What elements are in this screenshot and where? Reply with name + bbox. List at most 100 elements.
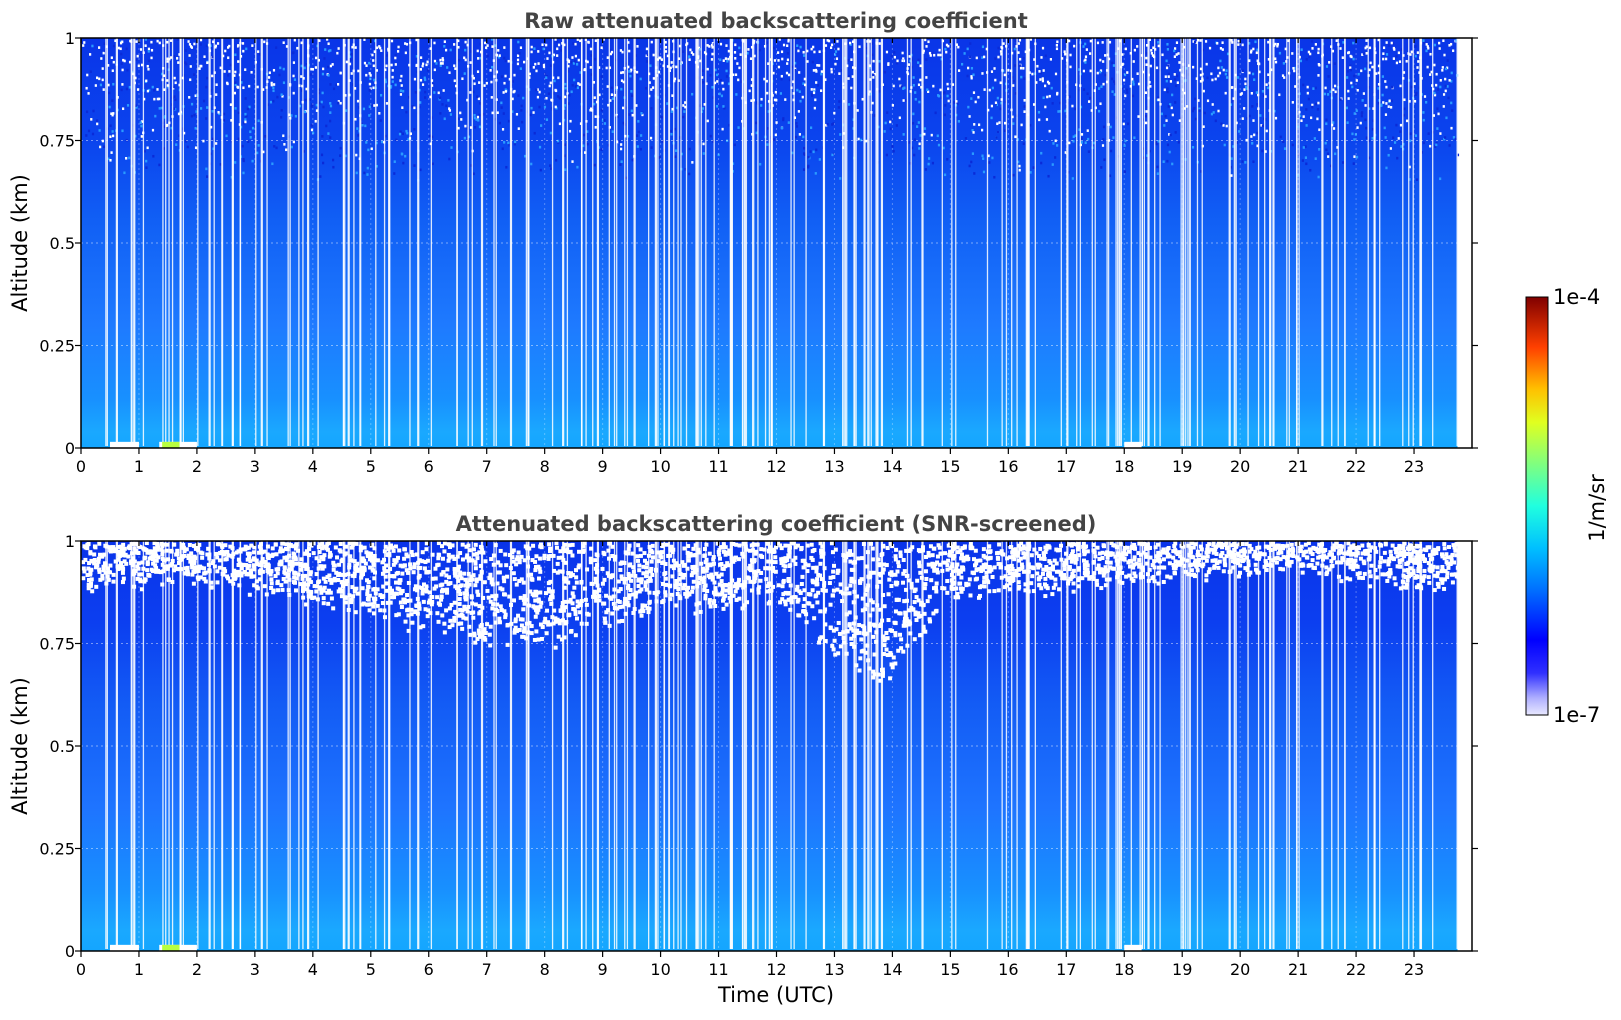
noise-cell [214,45,217,49]
noise-cell [990,116,993,120]
noise-cell [703,103,706,106]
noise-cell [981,154,984,158]
screened-cell [979,565,984,570]
screened-cell [1355,550,1360,555]
screened-cell [488,624,493,629]
noise-cell [379,119,382,122]
noise-cell [988,161,991,164]
noise-cell [674,155,677,159]
noise-cell [1169,103,1172,106]
screened-cell [1132,562,1137,567]
noise-cell [801,95,804,99]
noise-cell [1168,150,1171,154]
screened-cell [159,547,164,552]
noise-cell [861,97,864,101]
noise-cell [815,148,818,152]
noise-cell [871,101,874,105]
noise-cell [1261,124,1265,127]
noise-cell [176,57,179,60]
screened-cell [562,599,567,604]
noise-cell [202,99,206,103]
noise-cell [973,123,976,126]
noise-cell [1256,131,1259,135]
screened-cell [485,622,490,627]
noise-cell [622,80,625,84]
noise-cell [640,134,643,137]
noise-cell [991,156,994,160]
noise-cell [1214,119,1217,123]
noise-cell [507,119,511,123]
noise-cell [970,97,973,100]
data-gap [162,38,164,446]
noise-cell [790,65,794,69]
screened-cell [514,562,519,567]
noise-cell [455,84,458,88]
noise-cell [1355,109,1358,112]
noise-cell [121,83,124,86]
noise-cell [373,39,377,43]
noise-cell [1175,53,1178,56]
noise-cell [453,64,456,68]
noise-cell [891,145,894,148]
noise-cell [970,160,973,164]
noise-cell [1124,139,1127,143]
noise-cell [144,38,148,41]
screened-cell [471,547,476,552]
screened-cell [462,591,467,596]
noise-cell [1329,90,1332,93]
noise-cell [433,91,436,94]
noise-cell [373,50,376,53]
noise-cell [1232,97,1235,100]
noise-cell [820,70,823,73]
noise-cell [777,51,780,54]
noise-cell [972,91,976,94]
screened-cell [446,542,451,547]
screened-cell [816,572,821,577]
noise-cell [348,54,351,57]
noise-cell [1276,42,1280,46]
data-gap [221,38,224,446]
noise-cell [1169,133,1172,137]
screened-cell [593,576,598,581]
screened-cell [889,662,894,667]
screened-cell [257,544,262,549]
noise-cell [1436,127,1439,130]
screened-cell [1392,576,1397,581]
noise-cell [983,55,986,59]
data-gap [1180,38,1182,446]
noise-cell [560,49,563,52]
noise-cell [473,116,476,120]
noise-cell [1049,58,1053,61]
screened-cell [1048,560,1053,565]
noise-cell [233,74,236,77]
screened-cell [280,587,285,592]
noise-cell [664,45,668,49]
x-tick-label: 7 [482,457,492,476]
noise-cell [349,58,352,62]
screened-cell [557,618,562,623]
noise-cell [1292,67,1295,70]
noise-cell [583,133,586,137]
screened-cell [498,604,503,609]
noise-cell [1450,71,1453,75]
noise-cell [996,130,1000,134]
noise-cell [688,147,691,151]
noise-cell [851,66,855,69]
noise-cell [1382,101,1385,104]
noise-cell [110,112,113,116]
noise-cell [999,107,1002,111]
screened-cell [1304,555,1309,560]
noise-cell [332,87,336,91]
noise-cell [942,146,945,150]
noise-cell [1417,60,1420,63]
noise-cell [711,85,714,89]
screened-cell [329,580,334,585]
screened-cell [1324,565,1329,570]
noise-cell [457,45,460,49]
noise-cell [1250,91,1253,95]
screened-cell [567,543,572,548]
screened-cell [849,626,854,631]
noise-cell [886,111,889,114]
screened-cell [1322,554,1327,559]
noise-cell [975,56,978,60]
